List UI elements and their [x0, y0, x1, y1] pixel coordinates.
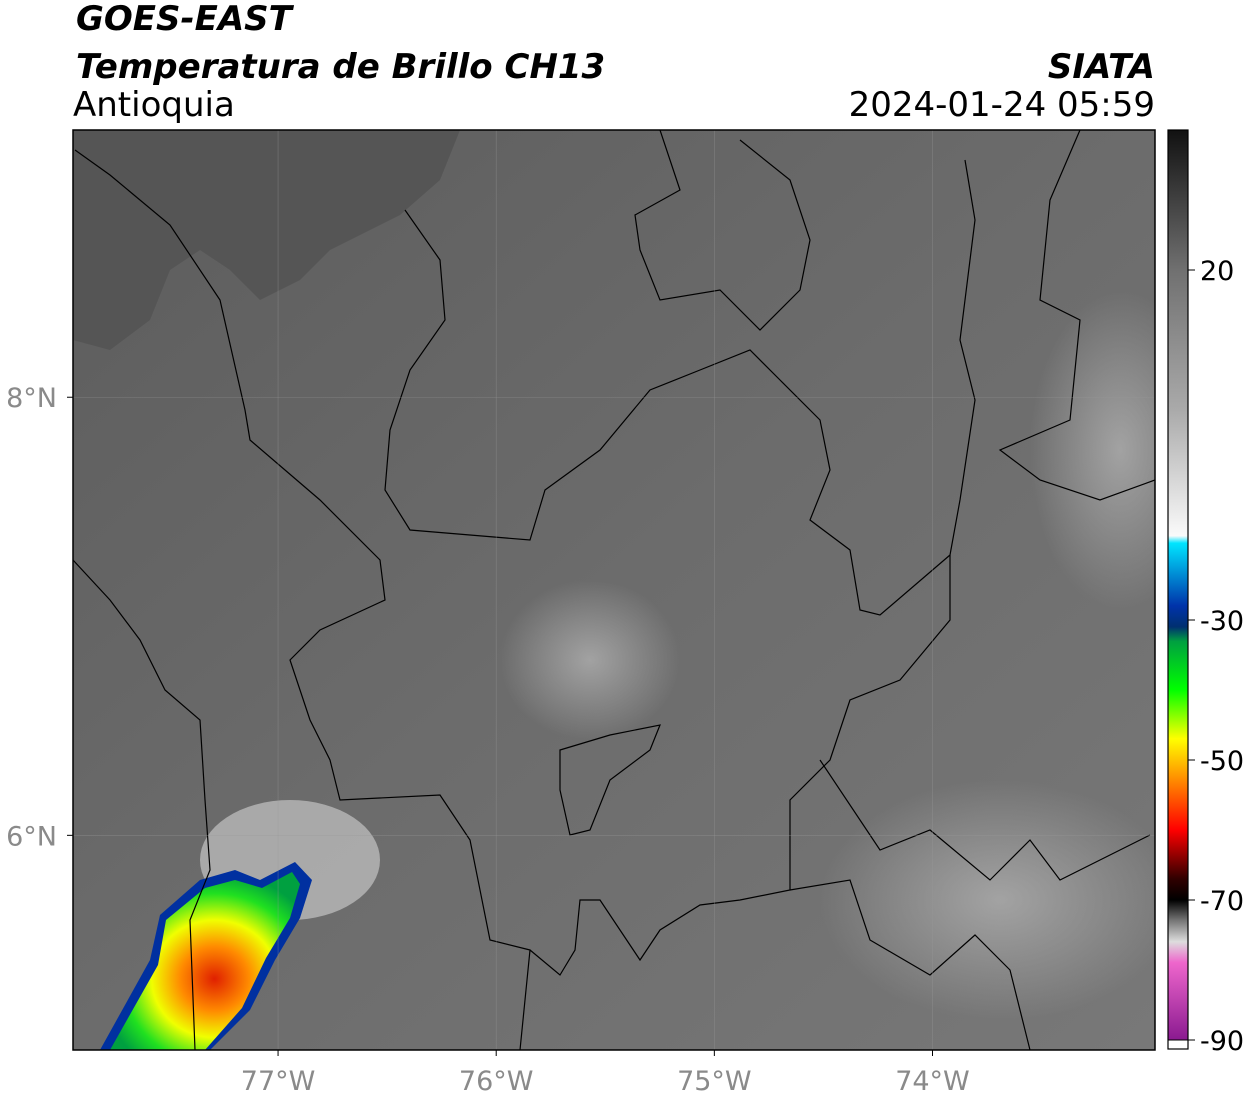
satellite: GOES-EAST — [76, 0, 295, 39]
colorbar — [1168, 130, 1188, 1040]
map — [73, 130, 1155, 1050]
colorbar-tick-label: -70 — [1200, 886, 1244, 917]
region: Antioquia — [73, 85, 235, 125]
map-frame — [72, 129, 1156, 1051]
warm-area — [500, 580, 680, 740]
boundary — [998, 130, 1155, 501]
boundary — [529, 555, 951, 976]
sea — [73, 130, 460, 350]
x-tick-label: 77°W — [241, 1066, 316, 1097]
boundary — [634, 130, 811, 331]
grid — [73, 130, 1155, 1050]
x-tick-label: 76°W — [459, 1066, 534, 1097]
y-tick-label: 6°N — [6, 821, 57, 852]
colorbar-tick-label: -90 — [1200, 1026, 1244, 1057]
datetime: 2024-01-24 05:59 — [849, 85, 1155, 125]
colorbar-tick-label: 20 — [1200, 256, 1234, 287]
boundary — [559, 724, 661, 836]
boundary — [384, 159, 976, 616]
colorbar-frame — [1167, 129, 1189, 1050]
cloud-core — [110, 872, 300, 1050]
agency: SIATA — [1048, 47, 1155, 87]
y-tick-label: 8°N — [6, 383, 57, 414]
x-tick-label: 75°W — [677, 1066, 752, 1097]
warm-area — [1030, 290, 1155, 610]
colorbar-tick-label: -30 — [1200, 606, 1244, 637]
x-tick-label: 74°W — [895, 1066, 970, 1097]
warm-area — [820, 780, 1155, 1020]
colorbar-tick-label: -50 — [1200, 746, 1244, 777]
colorbar-extension — [1167, 1039, 1189, 1050]
boundary — [819, 759, 1151, 881]
product: Temperatura de Brillo CH13 — [76, 47, 605, 87]
boundary — [789, 879, 1031, 1050]
boundary — [74, 149, 531, 1050]
boundary — [73, 559, 211, 1050]
